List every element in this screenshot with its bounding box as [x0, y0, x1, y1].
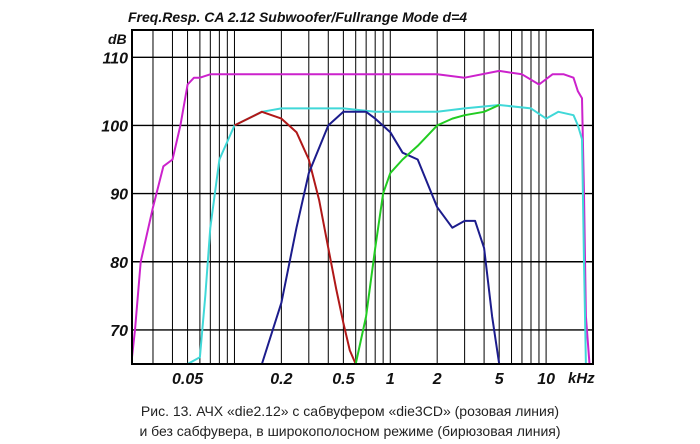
x-tick-label: 5	[495, 371, 505, 388]
x-tick-label: 0.05	[172, 371, 204, 388]
x-tick-label: 0.5	[332, 371, 355, 388]
y-tick-labels: 110 100 90 80 70	[101, 50, 128, 340]
x-tick-labels: 0.05 0.2 0.5 1 2 5 10	[172, 371, 555, 388]
caption-line-1: Рис. 13. АЧХ «die2.12» с сабвуфером «die…	[140, 403, 560, 419]
y-tick-label: 70	[110, 323, 128, 340]
y-tick-label: 100	[101, 118, 128, 135]
x-tick-label: 1	[386, 371, 395, 388]
series-line-1	[131, 69, 591, 365]
series-line-3	[234, 110, 357, 365]
y-tick-label: 80	[110, 255, 128, 272]
x-tick-label: 0.2	[270, 371, 292, 388]
series-lines	[131, 69, 591, 365]
x-tick-label: 10	[537, 371, 555, 388]
grid-lines	[132, 30, 593, 364]
x-tick-label: 2	[432, 371, 442, 388]
caption-line-2: и без сабфувера, в широкополосном режиме…	[139, 423, 561, 439]
plot-frame	[131, 29, 594, 365]
chart-title: Freq.Resp. CA 2.12 Subwoofer/Fullrange M…	[128, 9, 467, 25]
y-tick-label: 90	[110, 187, 128, 204]
series-line-2	[132, 104, 587, 365]
y-tick-label: 110	[102, 50, 128, 67]
series-line-5	[354, 104, 500, 365]
y-axis-label: dB	[108, 31, 127, 47]
series-line-4	[260, 110, 501, 365]
x-axis-label: kHz	[568, 370, 595, 387]
